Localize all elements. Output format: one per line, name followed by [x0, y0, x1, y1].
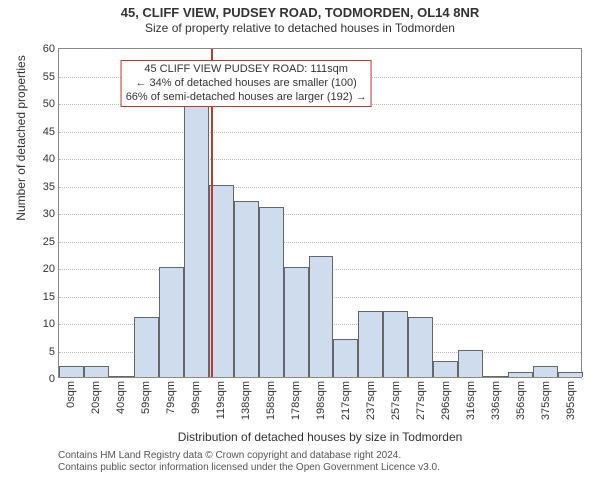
histogram-bar [383, 311, 408, 377]
x-tick-label: 296sqm [440, 381, 452, 420]
histogram-bar [59, 366, 84, 377]
annotation-box: 45 CLIFF VIEW PUDSEY ROAD: 111sqm← 34% o… [121, 60, 372, 107]
y-tick-label: 45 [25, 126, 55, 138]
annotation-line: 45 CLIFF VIEW PUDSEY ROAD: 111sqm [126, 63, 367, 77]
x-tick-label: 336sqm [490, 381, 502, 420]
x-tick-label: 0sqm [65, 381, 77, 408]
x-tick-label: 178sqm [290, 381, 302, 420]
histogram-bar [508, 372, 533, 378]
histogram-bar [333, 339, 358, 378]
gridline [59, 242, 581, 243]
chart-subtitle: Size of property relative to detached ho… [0, 21, 600, 35]
y-tick-label: 30 [25, 208, 55, 220]
plot-area: 0510152025303540455055600sqm20sqm40sqm59… [58, 48, 582, 378]
histogram-bar [358, 311, 383, 377]
x-axis-title: Distribution of detached houses by size … [58, 430, 582, 444]
x-tick-label: 356sqm [515, 381, 527, 420]
y-tick-label: 50 [25, 98, 55, 110]
x-tick-label: 217sqm [340, 381, 352, 420]
gridline [59, 214, 581, 215]
histogram-bar [184, 102, 209, 377]
x-tick-label: 40sqm [115, 381, 127, 414]
y-tick-label: 40 [25, 153, 55, 165]
x-tick-label: 395sqm [565, 381, 577, 420]
x-tick-label: 79sqm [165, 381, 177, 414]
histogram-bar [134, 317, 159, 378]
y-tick-label: 20 [25, 263, 55, 275]
x-tick-label: 20sqm [90, 381, 102, 414]
histogram-bar [84, 366, 109, 377]
y-axis-title: Number of detached properties [14, 0, 28, 303]
x-tick-label: 237sqm [365, 381, 377, 420]
histogram-bar [483, 376, 508, 377]
histogram-bar [309, 256, 334, 377]
chart-title: 45, CLIFF VIEW, PUDSEY ROAD, TODMORDEN, … [0, 0, 600, 21]
y-tick-label: 55 [25, 71, 55, 83]
histogram-bar [433, 361, 458, 378]
footer-line-1: Contains HM Land Registry data © Crown c… [58, 450, 440, 462]
x-tick-label: 375sqm [540, 381, 552, 420]
histogram-chart: 45, CLIFF VIEW, PUDSEY ROAD, TODMORDEN, … [0, 0, 600, 500]
footer-line-2: Contains public sector information licen… [58, 462, 440, 474]
histogram-bar [159, 267, 184, 377]
x-tick-label: 59sqm [140, 381, 152, 414]
y-tick-label: 10 [25, 318, 55, 330]
histogram-bar [284, 267, 309, 377]
histogram-bar [458, 350, 483, 378]
gridline [59, 159, 581, 160]
annotation-line: 66% of semi-detached houses are larger (… [126, 91, 367, 105]
y-tick-label: 25 [25, 236, 55, 248]
x-tick-label: 119sqm [215, 381, 227, 419]
histogram-bar [558, 372, 583, 378]
x-tick-label: 198sqm [315, 381, 327, 420]
x-tick-label: 316sqm [465, 381, 477, 420]
x-tick-label: 257sqm [390, 381, 402, 420]
histogram-bar [234, 201, 259, 377]
histogram-bar [408, 317, 433, 378]
y-tick-label: 0 [25, 373, 55, 385]
histogram-bar [533, 366, 558, 377]
x-tick-label: 138sqm [240, 381, 252, 420]
y-tick-label: 35 [25, 181, 55, 193]
gridline [59, 132, 581, 133]
y-tick-label: 5 [25, 346, 55, 358]
x-tick-label: 158sqm [265, 381, 277, 420]
histogram-bar [259, 207, 284, 378]
gridline [59, 187, 581, 188]
histogram-bar [109, 376, 134, 377]
y-tick-label: 60 [25, 43, 55, 55]
x-tick-label: 277sqm [415, 381, 427, 420]
y-tick-label: 15 [25, 291, 55, 303]
annotation-line: ← 34% of detached houses are smaller (10… [126, 77, 367, 91]
x-tick-label: 99sqm [190, 381, 202, 414]
chart-footer: Contains HM Land Registry data © Crown c… [58, 450, 440, 474]
